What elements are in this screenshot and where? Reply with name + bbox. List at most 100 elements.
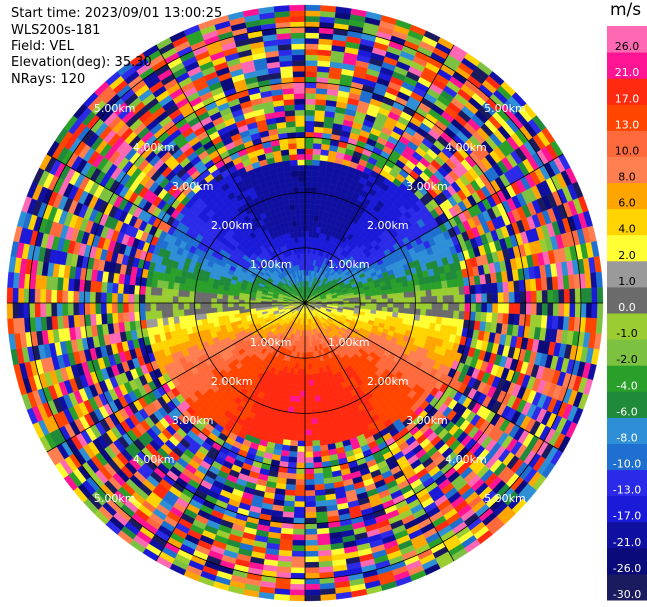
gate bbox=[436, 288, 443, 297]
gate bbox=[309, 209, 315, 216]
gate bbox=[304, 517, 317, 524]
gate bbox=[293, 512, 306, 519]
gate bbox=[474, 311, 482, 322]
gate bbox=[404, 297, 411, 304]
gate bbox=[387, 293, 394, 299]
gate bbox=[300, 385, 306, 392]
gate bbox=[425, 289, 432, 297]
gate bbox=[426, 302, 433, 310]
gate bbox=[117, 293, 124, 304]
gate bbox=[309, 203, 316, 210]
gate bbox=[222, 294, 229, 300]
gate bbox=[255, 305, 262, 309]
gate bbox=[308, 363, 313, 370]
gate bbox=[397, 312, 404, 319]
gate bbox=[314, 390, 320, 397]
gate bbox=[312, 154, 321, 161]
gate bbox=[304, 37, 320, 45]
gate bbox=[414, 290, 421, 298]
gate bbox=[304, 479, 315, 486]
gate bbox=[304, 87, 317, 94]
gate bbox=[95, 280, 103, 293]
gate bbox=[238, 302, 245, 307]
gate bbox=[547, 289, 554, 304]
gate bbox=[304, 413, 312, 420]
gate bbox=[304, 43, 319, 50]
gate bbox=[314, 395, 321, 402]
gate bbox=[145, 286, 152, 296]
gate bbox=[453, 302, 460, 312]
gate bbox=[189, 308, 196, 316]
gate bbox=[313, 126, 324, 134]
gate bbox=[39, 288, 47, 304]
gate bbox=[188, 296, 195, 304]
gate bbox=[304, 424, 312, 431]
gate bbox=[133, 293, 140, 304]
gate bbox=[312, 379, 319, 386]
gate bbox=[304, 181, 312, 188]
gate bbox=[541, 302, 548, 316]
gate bbox=[178, 289, 185, 297]
gate bbox=[442, 302, 449, 311]
gate bbox=[312, 159, 321, 166]
gate bbox=[307, 346, 311, 353]
gate bbox=[293, 517, 306, 524]
gate bbox=[318, 165, 327, 173]
gate bbox=[314, 109, 326, 117]
gate bbox=[161, 295, 168, 304]
gate bbox=[244, 302, 251, 307]
gate bbox=[436, 309, 443, 318]
gate bbox=[89, 313, 97, 326]
gate bbox=[301, 352, 306, 359]
gate bbox=[285, 417, 294, 424]
gate bbox=[496, 282, 504, 294]
gate bbox=[166, 295, 173, 304]
gate bbox=[296, 379, 302, 386]
gate bbox=[304, 473, 315, 480]
gate bbox=[89, 280, 97, 293]
gate bbox=[492, 292, 499, 304]
gate bbox=[167, 288, 174, 297]
gate bbox=[320, 593, 337, 601]
gate bbox=[200, 286, 208, 293]
gate bbox=[304, 76, 317, 83]
gate bbox=[128, 302, 135, 313]
gate bbox=[144, 302, 151, 312]
gate bbox=[304, 32, 320, 39]
gate bbox=[304, 512, 317, 519]
gate bbox=[317, 422, 326, 430]
gate bbox=[111, 302, 118, 314]
gate bbox=[199, 302, 206, 309]
gate bbox=[307, 357, 312, 364]
gate bbox=[23, 302, 30, 318]
gate bbox=[150, 302, 157, 312]
gate bbox=[211, 297, 217, 304]
gate bbox=[12, 287, 19, 304]
gate bbox=[393, 302, 399, 309]
gate bbox=[480, 283, 488, 294]
gate bbox=[310, 407, 317, 414]
gate bbox=[424, 315, 432, 324]
gate bbox=[304, 468, 315, 475]
gate bbox=[156, 287, 163, 296]
gate bbox=[6, 287, 14, 304]
gate bbox=[314, 478, 325, 486]
gate bbox=[304, 539, 318, 546]
gate bbox=[458, 310, 465, 320]
gate bbox=[304, 225, 310, 232]
gate bbox=[67, 302, 74, 316]
gate bbox=[206, 312, 213, 319]
gate bbox=[139, 294, 146, 304]
gate bbox=[318, 433, 327, 441]
gate bbox=[315, 87, 328, 95]
gate bbox=[392, 288, 399, 294]
gate bbox=[95, 302, 102, 315]
gate bbox=[315, 400, 322, 408]
gate bbox=[308, 374, 314, 381]
gate bbox=[507, 280, 515, 293]
gate bbox=[295, 390, 301, 397]
gate bbox=[292, 418, 300, 425]
gate bbox=[39, 302, 47, 318]
gate bbox=[222, 302, 228, 308]
gate bbox=[167, 281, 175, 290]
